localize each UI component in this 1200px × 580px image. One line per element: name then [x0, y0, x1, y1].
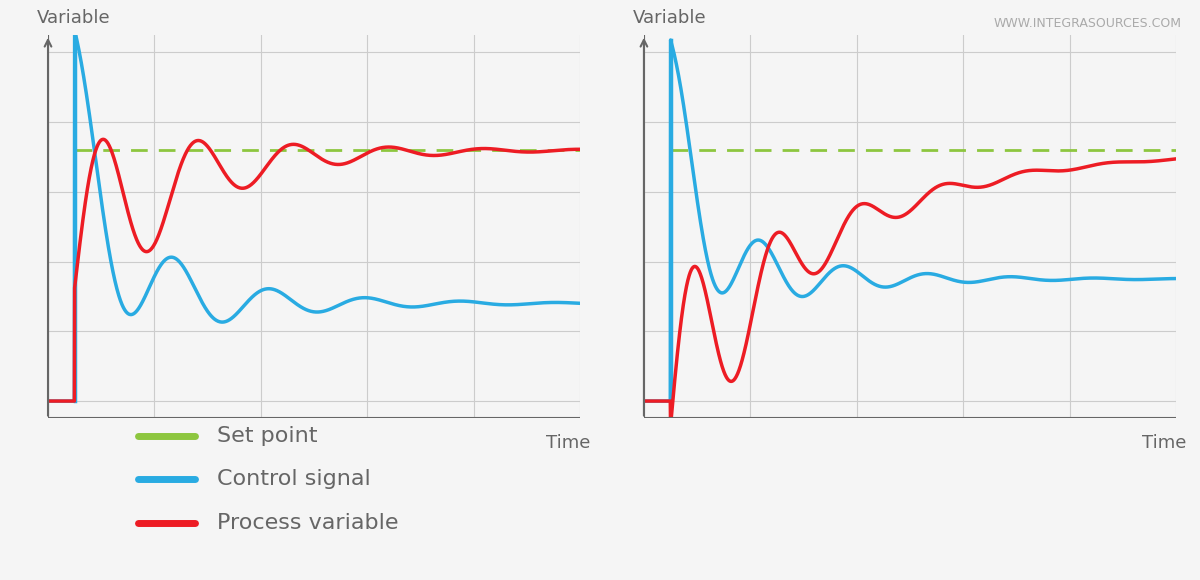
- Text: WWW.INTEGRASOURCES.COM: WWW.INTEGRASOURCES.COM: [994, 17, 1182, 30]
- Text: Variable: Variable: [37, 9, 110, 27]
- Text: Set point: Set point: [217, 426, 318, 446]
- Text: Time: Time: [1142, 434, 1187, 452]
- Text: Variable: Variable: [634, 9, 707, 27]
- Text: Process variable: Process variable: [217, 513, 398, 533]
- Text: Time: Time: [546, 434, 590, 452]
- Text: Control signal: Control signal: [217, 469, 371, 490]
